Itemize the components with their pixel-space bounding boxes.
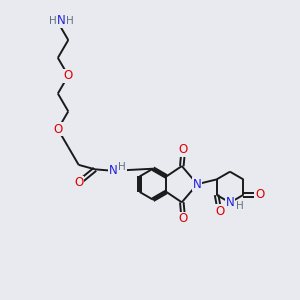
Text: N: N [57, 14, 66, 27]
Text: O: O [179, 143, 188, 156]
Text: H: H [118, 162, 126, 172]
Text: O: O [179, 212, 188, 225]
Text: O: O [53, 123, 62, 136]
Text: N: N [193, 178, 202, 191]
Text: O: O [215, 205, 224, 218]
Text: N: N [226, 196, 234, 209]
Text: O: O [64, 69, 73, 82]
Text: N: N [109, 164, 117, 177]
Text: H: H [49, 16, 56, 26]
Text: O: O [255, 188, 264, 201]
Text: H: H [67, 16, 74, 26]
Text: O: O [74, 176, 83, 189]
Text: H: H [236, 201, 244, 211]
